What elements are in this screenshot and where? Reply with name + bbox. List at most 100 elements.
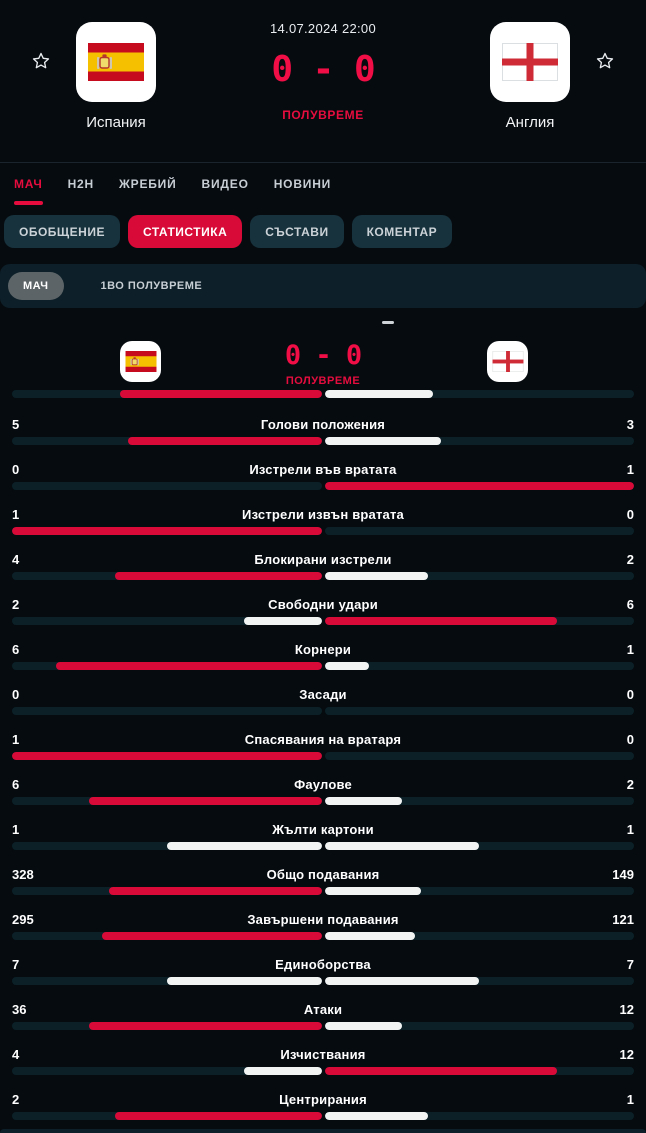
stats-status: ПОЛУВРЕМЕ: [285, 375, 361, 387]
stat-label: Завършени подавания: [247, 912, 399, 927]
stat-row: 0 Засади 0: [12, 678, 634, 723]
stat-value-home: 2: [12, 597, 20, 612]
main-tab-h2h[interactable]: H2H: [67, 177, 94, 191]
stat-bar: [12, 1112, 634, 1120]
bar-fill-away: [324, 437, 441, 445]
stat-bar: [12, 527, 634, 535]
stat-value-home: 295: [12, 912, 34, 927]
stats-score-block: 0 - 0 ПОЛУВРЕМЕ: [0, 342, 646, 387]
stat-rows: 5 Голови положения 3 0 Изстрели във вратата 1…: [0, 408, 646, 1128]
stat-bar: [12, 887, 634, 895]
spain-flag-icon-small: [120, 341, 161, 382]
bar-fill-home: [166, 977, 322, 985]
bar-fill-away: [324, 842, 480, 850]
stat-row: 36 Атаки 12: [12, 993, 634, 1038]
bar-fill-away: [324, 932, 415, 940]
bar-fill-home: [108, 887, 322, 895]
bar-fill-home: [12, 752, 322, 760]
stat-row: 4 Изчиствания 12: [12, 1038, 634, 1083]
stat-label: Атаки: [303, 1002, 343, 1017]
stats-score: 0 - 0: [284, 340, 362, 371]
main-tab-news[interactable]: НОВИНИ: [273, 177, 332, 191]
stat-value-home: 1: [12, 507, 20, 522]
section-tabs: ОБОБЩЕНИЕ СТАТИСТИКА СЪСТАВИ КОМЕНТАР: [0, 205, 646, 260]
stat-bar: [12, 752, 634, 760]
stat-label: Изстрели извън вратата: [242, 507, 404, 522]
section-tab-summary[interactable]: ОБОБЩЕНИЕ: [4, 215, 120, 248]
bar-fill-home: [166, 842, 322, 850]
stat-value-away: 1: [626, 822, 634, 837]
match-status: ПОЛУВРЕМЕ: [282, 108, 364, 122]
period-tabs: МАЧ 1ВО ПОЛУВРЕМЕ: [0, 264, 646, 308]
bar-fill-home: [244, 1067, 322, 1075]
period-tab-match[interactable]: МАЧ: [8, 272, 64, 300]
bar-fill-home: [102, 932, 322, 940]
stat-value-away: 12: [619, 1047, 634, 1062]
favorite-star-home-icon[interactable]: [31, 51, 51, 71]
stat-bar: [12, 707, 634, 715]
team-away[interactable]: Англия: [450, 22, 610, 131]
bar-fill-home: [56, 662, 322, 670]
score-block: 0 - 0 ПОЛУВРЕМЕ: [160, 52, 486, 123]
stat-label: Изстрели във вратата: [249, 462, 397, 477]
stats-sticky-header: 0 - 0 ПОЛУВРЕМЕ: [0, 328, 646, 388]
england-flag-icon: [490, 22, 570, 102]
main-tab-match[interactable]: МАЧ: [14, 163, 43, 205]
stat-value-away: 3: [626, 417, 634, 432]
team-away-name: Англия: [505, 114, 555, 131]
bar-fill-home: [128, 437, 322, 445]
stat-row: 1 Изстрели извън вратата 0: [12, 498, 634, 543]
stat-value-home: 6: [12, 642, 20, 657]
bottom-section-edge: [0, 1129, 646, 1133]
match-header: 14.07.2024 22:00 Испания: [0, 0, 646, 162]
stat-value-home: 4: [12, 552, 20, 567]
stat-bar: [12, 482, 634, 490]
match-datetime: 14.07.2024 22:00: [269, 21, 376, 36]
stat-bar: [12, 617, 634, 625]
stat-value-away: 7: [626, 957, 634, 972]
stat-row: 6 Фаулове 2: [12, 768, 634, 813]
stat-bar: [12, 572, 634, 580]
stat-row: 5 Голови положения 3: [12, 408, 634, 453]
stat-value-home: 1: [12, 822, 20, 837]
stat-value-away: 0: [626, 507, 634, 522]
england-flag-icon-small: [487, 341, 528, 382]
period-tab-first-half[interactable]: 1ВО ПОЛУВРЕМЕ: [100, 280, 203, 292]
stat-label: Засади: [299, 687, 347, 702]
section-tab-lineups[interactable]: СЪСТАВИ: [250, 215, 344, 248]
stat-label: Центрирания: [279, 1092, 367, 1107]
stat-value-away: 12: [619, 1002, 634, 1017]
stat-label: Общо подавания: [266, 867, 380, 882]
stat-value-away: 0: [626, 732, 634, 747]
team-home[interactable]: Испания: [36, 22, 196, 131]
stat-value-home: 5: [12, 417, 20, 432]
stat-label: Свободни удари: [268, 597, 378, 612]
statistics-section: 0 - 0 ПОЛУВРЕМЕ 5 Голови положения 3 0 Изстр…: [0, 328, 646, 1128]
section-tab-statistics[interactable]: СТАТИСТИКА: [127, 215, 243, 248]
stat-bar-partial: [12, 390, 634, 398]
stat-value-away: 1: [626, 1092, 634, 1107]
stat-value-home: 0: [12, 687, 20, 702]
section-tab-commentary[interactable]: КОМЕНТАР: [351, 215, 453, 248]
stat-row: 0 Изстрели във вратата 1: [12, 453, 634, 498]
stat-value-home: 0: [12, 462, 20, 477]
stat-label: Изчиствания: [280, 1047, 366, 1062]
favorite-star-away-icon[interactable]: [595, 51, 615, 71]
main-tab-draw[interactable]: ЖРЕБИЙ: [119, 177, 177, 191]
stat-label: Корнери: [294, 642, 352, 657]
stat-value-away: 0: [626, 687, 634, 702]
bar-fill-away: [324, 662, 369, 670]
drag-handle-icon: [382, 321, 394, 324]
bar-fill-away: [324, 482, 634, 490]
bar-fill-away: [324, 1067, 557, 1075]
stat-value-home: 36: [12, 1002, 27, 1017]
stat-bar: [12, 437, 634, 445]
stat-row: 1 Жълти картони 1: [12, 813, 634, 858]
stat-value-home: 1: [12, 732, 20, 747]
stat-bar: [12, 1022, 634, 1030]
bar-fill-away: [324, 390, 433, 398]
stat-value-away: 149: [612, 867, 634, 882]
main-tab-video[interactable]: ВИДЕО: [201, 177, 249, 191]
stat-value-away: 6: [626, 597, 634, 612]
stat-value-away: 121: [612, 912, 634, 927]
